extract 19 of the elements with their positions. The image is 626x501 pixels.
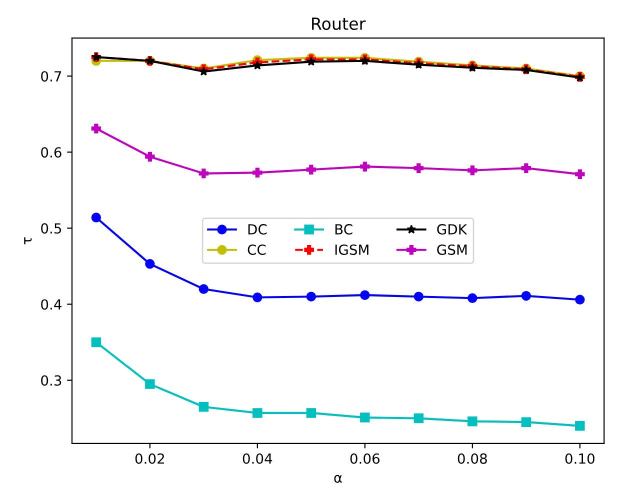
y-axis-title: τ bbox=[24, 237, 32, 244]
legend-label: GSM bbox=[437, 244, 467, 255]
y-tick-label: 0.4 bbox=[41, 299, 62, 310]
x-tick-label: 0.08 bbox=[458, 453, 487, 464]
legend-label: GDK bbox=[437, 224, 468, 235]
y-tick-label: 0.3 bbox=[41, 375, 62, 386]
x-axis-title: α bbox=[334, 474, 342, 483]
y-tick-label: 0.7 bbox=[41, 71, 62, 82]
legend-label: CC bbox=[248, 244, 266, 255]
legend-label: DC bbox=[248, 224, 267, 235]
x-tick-label: 0.06 bbox=[350, 453, 380, 464]
y-tick-label: 0.6 bbox=[41, 147, 62, 158]
legend-label: BC bbox=[335, 224, 352, 235]
x-tick-label: 0.04 bbox=[242, 453, 272, 464]
y-tick-label: 0.5 bbox=[41, 223, 62, 234]
chart-title: Router bbox=[312, 18, 366, 30]
legend-label: IGSM bbox=[335, 244, 368, 255]
x-tick-label: 0.02 bbox=[135, 453, 164, 464]
x-tick-label: 0.10 bbox=[565, 453, 594, 464]
